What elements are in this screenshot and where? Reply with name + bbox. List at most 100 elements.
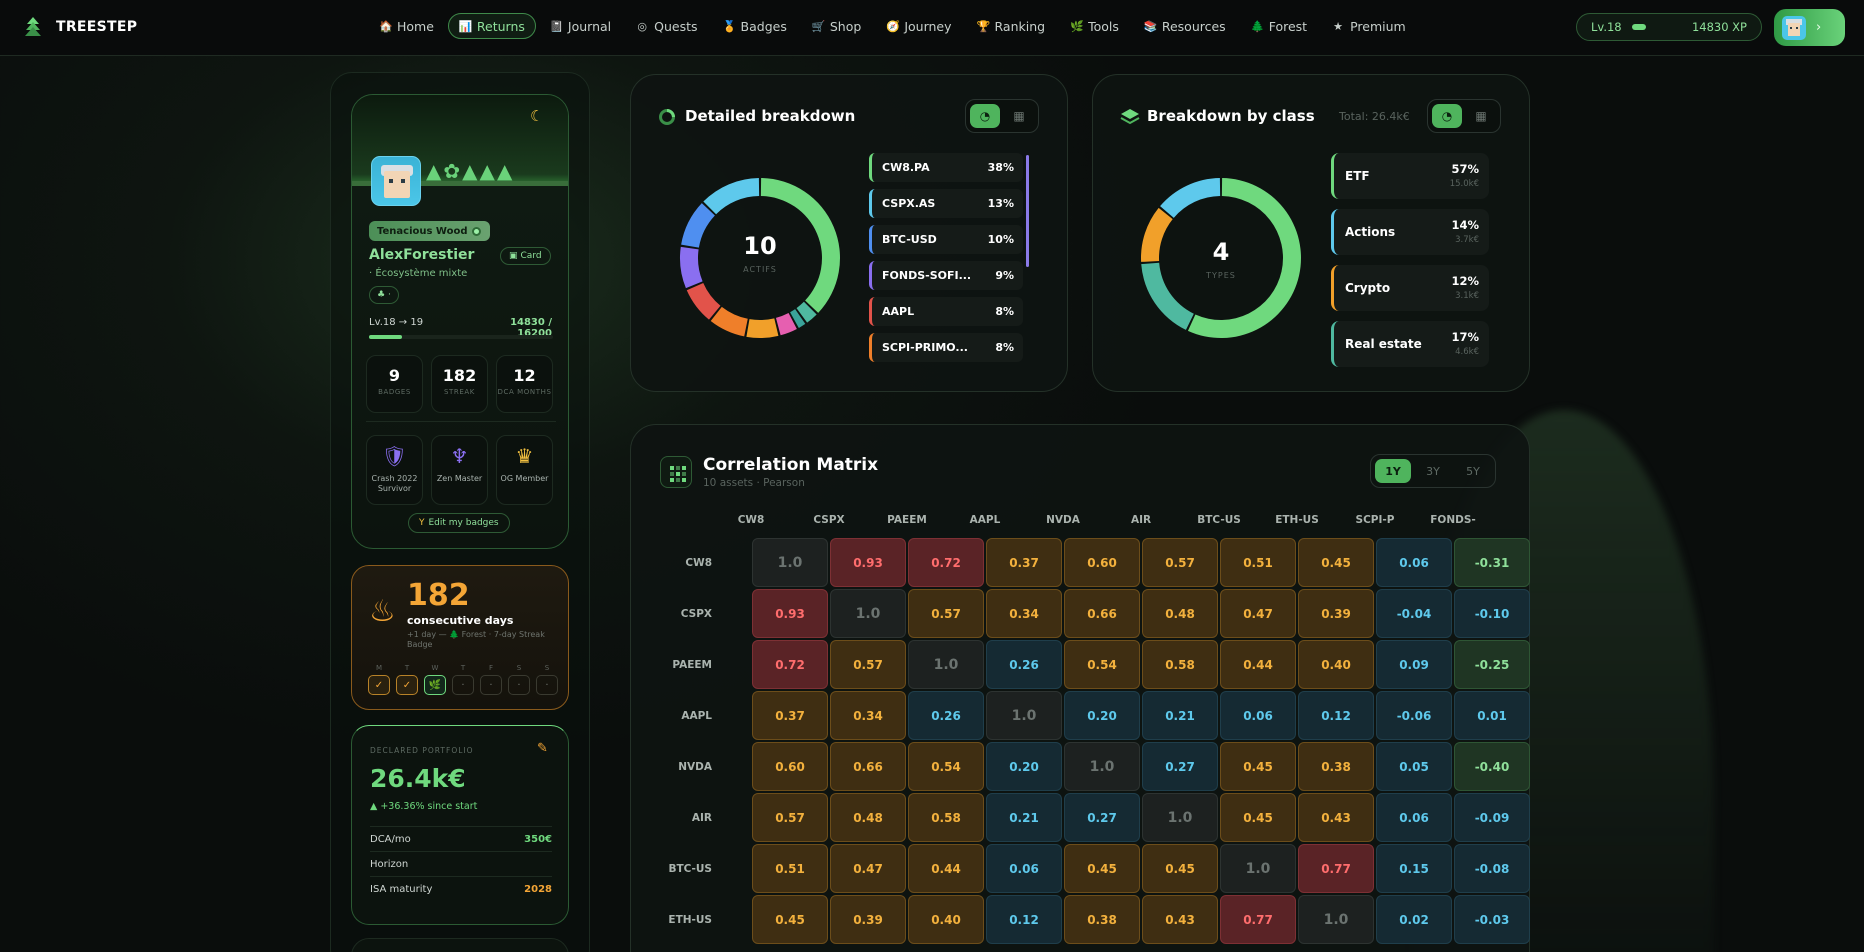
matrix-cell[interactable]: 0.37	[752, 691, 828, 740]
nav-item-forest[interactable]: 🌲 Forest	[1240, 13, 1318, 39]
matrix-cell[interactable]: 0.43	[1298, 793, 1374, 842]
class-legend[interactable]: ETF 57% 15.0k€ Actions 14% 3.7k€ Crypto 12% 3.1k…	[1331, 153, 1489, 383]
matrix-cell[interactable]: 0.20	[1064, 691, 1140, 740]
class-legend-item[interactable]: Crypto 12% 3.1k€	[1331, 265, 1489, 311]
donut-slice[interactable]	[746, 318, 779, 338]
matrix-cell[interactable]: 0.48	[830, 793, 906, 842]
donut-slice[interactable]	[681, 203, 715, 248]
matrix-cell[interactable]: 0.12	[1298, 691, 1374, 740]
donut-slice[interactable]	[1141, 207, 1173, 262]
matrix-cell[interactable]: 0.72	[752, 640, 828, 689]
period-3y-button[interactable]: 3Y	[1426, 464, 1440, 478]
matrix-cell[interactable]: 0.06	[986, 844, 1062, 893]
nav-item-premium[interactable]: ★ Premium	[1321, 13, 1417, 39]
matrix-cell[interactable]: 0.05	[1376, 742, 1452, 791]
donut-slice[interactable]	[1160, 178, 1221, 218]
nav-item-returns[interactable]: 📊 Returns	[447, 13, 536, 39]
matrix-cell[interactable]: 0.45	[1220, 793, 1296, 842]
matrix-cell[interactable]: 0.01	[1454, 691, 1530, 740]
donut-slice[interactable]	[1141, 262, 1194, 330]
matrix-cell[interactable]: 0.21	[986, 793, 1062, 842]
badge-card[interactable]: ♆ Zen Master	[431, 435, 488, 505]
donut-slice[interactable]	[775, 313, 797, 336]
matrix-cell[interactable]: 0.09	[1376, 640, 1452, 689]
matrix-cell[interactable]: -0.10	[1454, 589, 1530, 638]
nav-item-shop[interactable]: 🛒 Shop	[801, 13, 872, 39]
nav-item-ranking[interactable]: 🏆 Ranking	[966, 13, 1057, 39]
donut-slice[interactable]	[686, 282, 721, 320]
matrix-cell[interactable]: 1.0	[908, 640, 984, 689]
matrix-cell[interactable]: 0.72	[908, 538, 984, 587]
matrix-cell[interactable]: -0.40	[1454, 742, 1530, 791]
matrix-cell[interactable]: 0.93	[830, 538, 906, 587]
matrix-cell[interactable]: 0.51	[1220, 538, 1296, 587]
edit-badges-button[interactable]: Y Edit my badges	[408, 513, 510, 533]
matrix-cell[interactable]: 0.44	[908, 844, 984, 893]
matrix-cell[interactable]: 0.37	[986, 538, 1062, 587]
level-pill[interactable]: Lv.18 14830 XP	[1576, 13, 1762, 41]
matrix-cell[interactable]: 0.43	[1142, 895, 1218, 944]
treemap-view-button[interactable]: ▦	[1466, 104, 1496, 128]
matrix-cell[interactable]: 0.40	[1298, 640, 1374, 689]
card-button[interactable]: ▣ Card	[500, 247, 551, 265]
matrix-cell[interactable]: 0.06	[1376, 793, 1452, 842]
matrix-cell[interactable]: 0.21	[1142, 691, 1218, 740]
brand[interactable]: TREESTEP	[24, 16, 137, 38]
matrix-cell[interactable]: 0.06	[1376, 538, 1452, 587]
legend-scrollbar[interactable]	[1026, 155, 1029, 267]
matrix-cell[interactable]: 0.57	[908, 589, 984, 638]
asset-legend-item[interactable]: AAPL 8%	[869, 297, 1023, 326]
matrix-cell[interactable]: 0.45	[1220, 742, 1296, 791]
asset-legend-item[interactable]: CW8.PA 38%	[869, 153, 1023, 182]
asset-legend-item[interactable]: SCPI-PRIMO... 8%	[869, 333, 1023, 362]
matrix-cell[interactable]: 0.77	[1298, 844, 1374, 893]
matrix-cell[interactable]: 0.26	[986, 640, 1062, 689]
matrix-cell[interactable]: 0.66	[1064, 589, 1140, 638]
matrix-cell[interactable]: 0.58	[1142, 640, 1218, 689]
matrix-cell[interactable]: 0.26	[908, 691, 984, 740]
nav-item-tools[interactable]: 🌿 Tools	[1059, 13, 1130, 39]
donut-view-button[interactable]: ◔	[1432, 104, 1462, 128]
donut-slice[interactable]	[703, 178, 760, 215]
class-legend-item[interactable]: Real estate 17% 4.6k€	[1331, 321, 1489, 367]
badge-card[interactable]: 🛡 Crash 2022 Survivor	[366, 435, 423, 505]
donut-slice[interactable]	[680, 246, 703, 289]
matrix-cell[interactable]: 0.44	[1220, 640, 1296, 689]
matrix-cell[interactable]: 0.45	[1142, 844, 1218, 893]
matrix-cell[interactable]: 0.54	[1064, 640, 1140, 689]
treemap-view-button[interactable]: ▦	[1004, 104, 1034, 128]
matrix-cell[interactable]: 0.40	[908, 895, 984, 944]
matrix-cell[interactable]: 0.47	[830, 844, 906, 893]
matrix-cell[interactable]: 0.54	[908, 742, 984, 791]
matrix-cell[interactable]: -0.09	[1454, 793, 1530, 842]
matrix-cell[interactable]: 0.58	[908, 793, 984, 842]
period-1y-button[interactable]: 1Y	[1375, 459, 1411, 483]
class-legend-item[interactable]: ETF 57% 15.0k€	[1331, 153, 1489, 199]
matrix-cell[interactable]: 0.60	[1064, 538, 1140, 587]
matrix-cell[interactable]: 1.0	[752, 538, 828, 587]
donut-slice[interactable]	[1187, 178, 1301, 338]
asset-legend[interactable]: CW8.PA 38% CSPX.AS 13% BTC-USD 10% FONDS-SOFI.…	[869, 153, 1023, 371]
nav-item-badges[interactable]: 🏅 Badges	[712, 13, 798, 39]
matrix-cell[interactable]: -0.06	[1376, 691, 1452, 740]
matrix-cell[interactable]: 1.0	[986, 691, 1062, 740]
donut-slice[interactable]	[760, 178, 840, 313]
matrix-cell[interactable]: 0.66	[830, 742, 906, 791]
matrix-cell[interactable]: 0.45	[1064, 844, 1140, 893]
asset-legend-item[interactable]: BTC-USD 10%	[869, 225, 1023, 254]
matrix-cell[interactable]: -0.31	[1454, 538, 1530, 587]
asset-legend-item[interactable]: FONDS-SOFI... 9%	[869, 261, 1023, 290]
avatar[interactable]	[371, 156, 421, 206]
edit-pencil-icon[interactable]: ✎	[537, 741, 548, 756]
matrix-cell[interactable]: 0.27	[1064, 793, 1140, 842]
period-5y-button[interactable]: 5Y	[1466, 464, 1480, 478]
matrix-cell[interactable]: 0.51	[752, 844, 828, 893]
matrix-cell[interactable]: 0.77	[1220, 895, 1296, 944]
matrix-cell[interactable]: 1.0	[1064, 742, 1140, 791]
matrix-cell[interactable]: 0.02	[1376, 895, 1452, 944]
donut-slice[interactable]	[796, 301, 817, 323]
matrix-cell[interactable]: 1.0	[830, 589, 906, 638]
nav-item-journey[interactable]: 🧭 Journey	[875, 13, 962, 39]
matrix-cell[interactable]: 0.06	[1220, 691, 1296, 740]
matrix-cell[interactable]: 1.0	[1220, 844, 1296, 893]
